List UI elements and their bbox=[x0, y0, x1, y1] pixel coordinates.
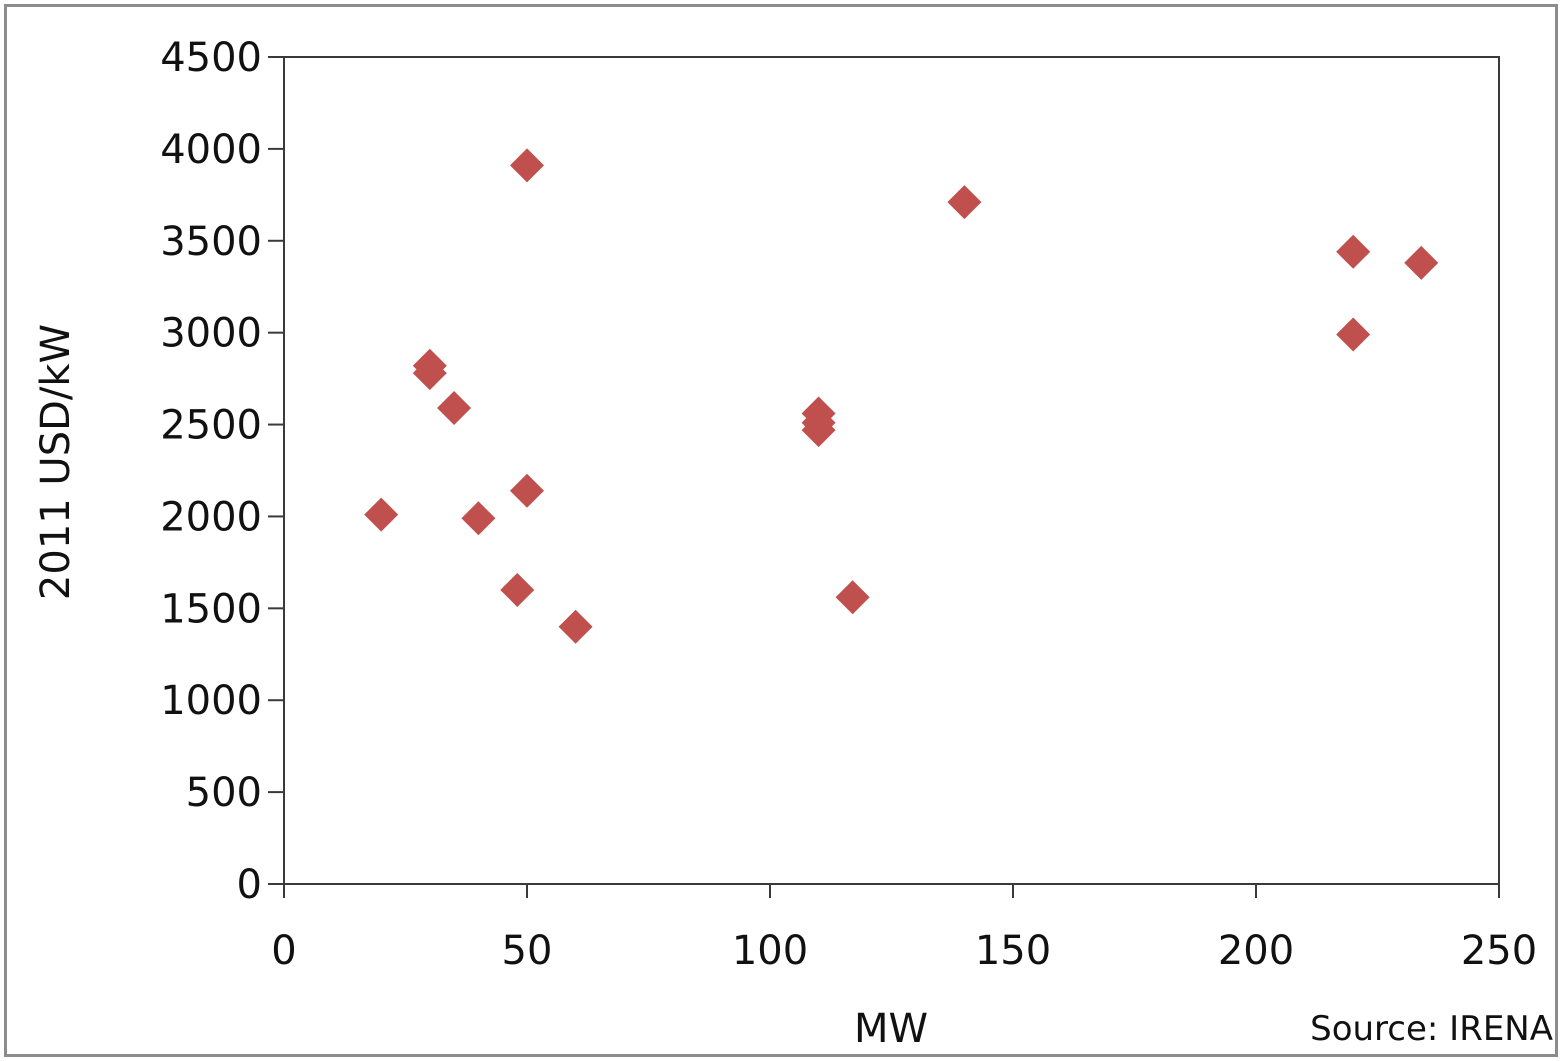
data-point bbox=[510, 473, 544, 508]
data-point bbox=[947, 185, 982, 220]
x-tick-label: 50 bbox=[502, 928, 553, 974]
data-point bbox=[801, 413, 836, 448]
data-point bbox=[1404, 245, 1439, 280]
data-point bbox=[1336, 234, 1371, 269]
y-tick-label: 4500 bbox=[160, 35, 262, 81]
data-point bbox=[558, 609, 593, 644]
data-point bbox=[364, 497, 399, 532]
y-tick-label: 2500 bbox=[160, 403, 262, 449]
source-note: Source: IRENA bbox=[1310, 1009, 1553, 1049]
y-tick-label: 1500 bbox=[160, 586, 262, 632]
x-axis-title: MW bbox=[854, 1006, 928, 1052]
data-point bbox=[461, 501, 496, 536]
data-point bbox=[412, 356, 447, 391]
y-axis: 0 500 1000 1500 2000 2500 3000 3500 4000 4500 bbox=[160, 35, 284, 908]
y-tick-label: 3500 bbox=[160, 219, 262, 265]
data-points bbox=[364, 148, 1439, 644]
x-tick-label: 200 bbox=[1218, 928, 1294, 974]
chart-frame: 0 500 1000 1500 2000 2500 3000 3500 4000 4500 0 50… bbox=[4, 4, 1558, 1057]
y-tick-label: 4000 bbox=[160, 127, 262, 173]
plot-area bbox=[283, 56, 1500, 885]
y-tick-label: 2000 bbox=[160, 494, 262, 540]
y-tick-label: 1000 bbox=[160, 678, 262, 724]
y-tick-label: 500 bbox=[186, 770, 262, 816]
data-point bbox=[835, 580, 870, 615]
x-tick-label: 0 bbox=[271, 928, 296, 974]
x-axis: 0 50 100 150 200 250 bbox=[271, 884, 1537, 974]
data-point bbox=[1336, 317, 1371, 352]
data-point bbox=[437, 391, 472, 426]
x-tick-label: 100 bbox=[732, 928, 808, 974]
x-tick-label: 150 bbox=[975, 928, 1051, 974]
data-point bbox=[510, 148, 544, 183]
y-tick-label: 0 bbox=[237, 862, 262, 908]
y-axis-title: 2011 USD/kW bbox=[33, 324, 79, 600]
x-tick-label: 250 bbox=[1461, 928, 1537, 974]
data-point bbox=[500, 572, 535, 607]
y-tick-label: 3000 bbox=[160, 311, 262, 357]
scatter-chart: 0 500 1000 1500 2000 2500 3000 3500 4000 4500 0 50… bbox=[33, 35, 1553, 1052]
